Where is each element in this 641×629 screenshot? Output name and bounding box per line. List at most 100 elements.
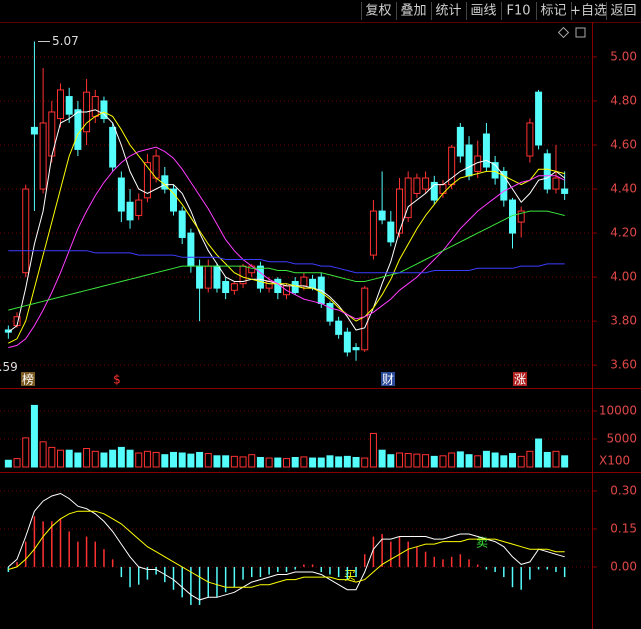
candle-body [300,276,308,287]
candle-body [543,153,551,190]
marker[interactable]: 财 [382,373,394,387]
candle-body [561,188,569,194]
candle-body [65,96,73,115]
volume-bar [274,457,282,468]
volume-bar [48,446,56,468]
candle-body [213,265,221,289]
y-tick-label: 0.15 [610,521,637,535]
volume-bar [430,455,438,468]
volume-bar [552,450,560,468]
toolbar-button[interactable]: 标记 [540,4,566,19]
candle-body [517,210,525,223]
volume-bar [30,404,38,468]
square-icon[interactable] [575,27,586,38]
candle-body [143,162,151,199]
high-label: 5.07 [52,34,79,48]
volume-bar [143,450,151,468]
candle-body [396,188,403,234]
candle-body [196,265,204,289]
volume-bar [326,455,334,468]
candle-body [74,109,82,150]
volume-bar [170,451,177,468]
candle-body [170,188,177,212]
y-tick-label: 0.30 [610,483,637,497]
candle-body [552,177,560,190]
volume-bar [65,449,73,468]
y-tick-label: 4.40 [610,182,637,196]
line-series [8,111,565,344]
y-tick-label: 4.60 [610,138,637,152]
volume-bar [291,456,299,468]
marker[interactable]: 涨 [514,372,526,387]
candle-body [204,265,212,289]
volume-bar [378,449,386,468]
candle-body [413,177,421,194]
marker-box [513,372,527,386]
volume-bar [561,455,569,468]
volume-bar [74,452,82,468]
candle-body [230,283,238,291]
marker[interactable]: $ [113,373,121,387]
volume-bar [526,450,534,468]
y-tick-label: 5000 [606,432,637,446]
volume-bar [404,453,412,468]
candle-body [135,199,143,216]
volume-bar [213,455,221,468]
toolbar-button[interactable]: F10 [506,4,530,19]
toolbar-button[interactable]: 画线 [470,4,496,19]
candle-body [291,281,299,294]
candle-body [465,144,473,177]
volume-bar [413,453,421,468]
line-series [8,210,565,311]
candle-body [378,210,386,221]
volume-bar [222,455,230,468]
volume-bar [204,453,212,468]
volume-bar [543,451,551,468]
y-tick-label: 4.00 [610,270,637,284]
low-label: 3.59 [0,360,18,374]
toolbar-button[interactable]: +自选 [570,4,607,19]
volume-bar [100,452,108,468]
volume-bar [352,456,360,468]
volume-bar [361,457,369,468]
volume-bar [230,455,238,468]
candle-body [369,210,377,256]
volume-bar [248,454,256,468]
volume-bar [22,437,30,468]
line-series [8,146,565,349]
toolbar-button[interactable]: 统计 [435,4,461,19]
volume-bar [13,458,21,468]
diamond-icon[interactable] [557,26,570,39]
candle-body [22,188,30,274]
candle-body [326,303,334,322]
volume-bar [396,452,403,468]
candle-body [126,201,134,221]
toolbar-button[interactable]: 复权 [365,3,391,19]
volume-bar [387,454,395,468]
y-tick-label: 5.00 [610,49,637,63]
candle-body [456,126,464,157]
volume-bar [369,432,377,468]
candle-body [422,177,430,190]
line-series [8,250,565,274]
y-tick-label: 0.00 [610,559,637,573]
candle-body [430,181,438,201]
volume-bar [535,438,543,468]
candle-body [100,100,108,120]
candle-body [30,126,38,135]
volume-bar [465,454,473,468]
candle-body [222,281,230,294]
line-series [8,510,565,588]
toolbar-button[interactable]: 返回 [610,4,636,19]
volume-bar [126,449,134,468]
volume-bar [196,451,204,468]
volume-bar [57,449,64,468]
candle-body [535,91,543,146]
volume-bar [109,449,117,468]
volume-bar [265,457,273,468]
volume-bar [422,454,430,468]
toolbar-button[interactable]: 叠加 [400,4,426,19]
marker[interactable]: 榜 [22,372,34,387]
